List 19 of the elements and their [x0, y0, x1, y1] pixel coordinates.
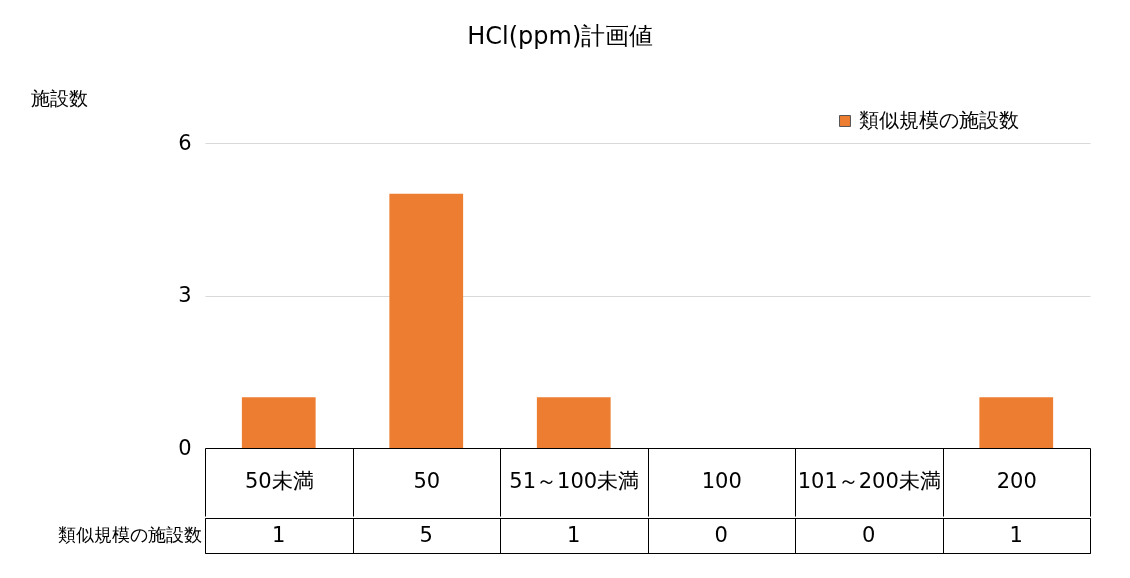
y-axis-title: 施設数 [30, 86, 88, 109]
x-tick-label: 50 [413, 468, 441, 493]
data-label: 0 [714, 522, 728, 547]
data-label: 0 [862, 522, 876, 547]
x-tick-label: 200 [996, 468, 1037, 493]
data-label: 1 [567, 522, 581, 547]
x-tick-label: 101～200未満 [797, 468, 941, 493]
legend-label: 類似規模の施設数 [859, 108, 1019, 132]
y-tick-label: 0 [178, 435, 192, 460]
data-label: 5 [419, 522, 433, 547]
x-tick-label: 50未満 [244, 468, 314, 493]
text: 類似規模の施設数 [57, 524, 202, 545]
data-label: 1 [1009, 522, 1023, 547]
chart-title: HCl(ppm)計画値 [467, 22, 654, 50]
y-tick-label: 6 [178, 130, 192, 155]
x-tick-label: 51～100未満 [509, 468, 640, 493]
data-label: 1 [272, 522, 286, 547]
y-tick-label: 3 [178, 283, 192, 307]
x-tick-label: 100 [701, 468, 742, 493]
